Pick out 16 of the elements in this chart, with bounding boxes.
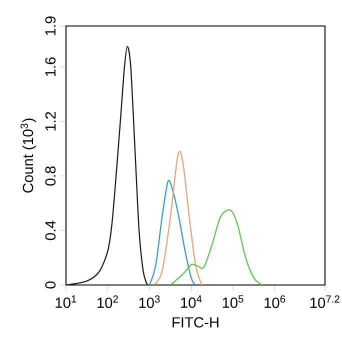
x-tick-label: 10$^{1}$ (56, 295, 76, 308)
y-tick-label: 0.4 (45, 220, 56, 240)
x-tick-label: 10$^{4}$ (181, 295, 202, 308)
y-tick-label: 1.6 (45, 57, 56, 76)
y-tick-label: 0 (45, 282, 56, 289)
y-axis-title: Count (10$^{3}$) (20, 118, 36, 193)
x-axis-title: FITC-H (172, 317, 218, 328)
y-tick-label: 1.2 (45, 112, 56, 131)
x-tick-label: 10$^{5}$ (222, 295, 244, 308)
x-tick-label: 10$^{7.2}$ (310, 295, 340, 308)
x-tick-label: 10$^{6}$ (264, 295, 286, 308)
x-tick-label: 10$^{3}$ (139, 295, 160, 308)
y-tick-label: 1.9 (45, 16, 56, 36)
y-tick-label: 0.8 (45, 166, 56, 186)
line-series (148, 180, 196, 285)
x-tick-label: 10$^{2}$ (98, 295, 118, 308)
